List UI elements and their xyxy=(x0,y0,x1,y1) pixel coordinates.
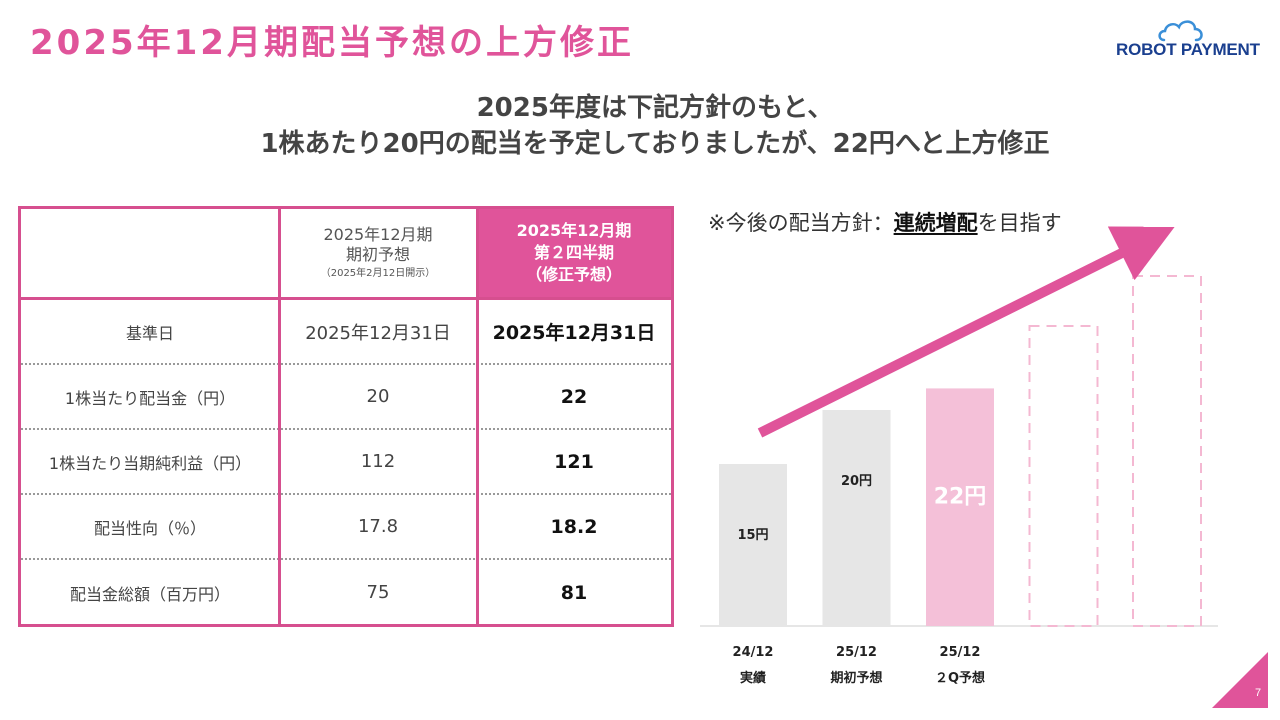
note-suffix: を目指す xyxy=(977,211,1062,235)
chart-bar xyxy=(822,410,891,626)
note-prefix: ※今後の配当方針： xyxy=(708,211,894,235)
trend-arrow xyxy=(757,226,1175,438)
subtitle-line-1: 2025年度は下記方針のもと、 xyxy=(476,93,834,123)
table-header-row: 2025年12月期 期初予想 （2025年2月12日開示） 2025年12月期 … xyxy=(21,209,671,300)
corner-triangle: 7 xyxy=(1212,652,1268,708)
header-revised-forecast: 2025年12月期 第２四半期 （修正予想） xyxy=(477,209,671,297)
row-label: 1株当たり配当金（円） xyxy=(64,388,236,408)
row-revised-value: 2025年12月31日 xyxy=(492,322,656,344)
table-row: 1株当たり当期純利益（円） 112 121 xyxy=(21,430,671,495)
chart-bar xyxy=(719,464,787,626)
x-tick-label: 25/12 xyxy=(940,645,981,660)
future-placeholder-bar xyxy=(1028,325,1099,627)
x-tick-label: 期初予想 xyxy=(830,670,882,686)
row-label: 基準日 xyxy=(125,323,174,343)
header-revised-line2: 第２四半期 xyxy=(533,243,614,262)
dividend-policy-note: ※今後の配当方針：連続増配を目指す xyxy=(708,207,1062,239)
row-initial-value: 20 xyxy=(366,386,390,407)
header-initial-line1: 2025年12月期 xyxy=(323,225,433,244)
header-revised-line1: 2025年12月期 xyxy=(516,221,632,240)
row-initial-value: 2025年12月31日 xyxy=(305,322,451,344)
table-row: 配当金総額（百万円） 75 81 xyxy=(21,560,671,625)
row-label: 配当金総額（百万円） xyxy=(69,584,230,604)
header-initial-disclosure: （2025年2月12日開示） xyxy=(320,268,436,279)
header-revised-line3: （修正予想） xyxy=(525,265,622,284)
bar-value-label: 15円 xyxy=(737,528,768,543)
row-initial-value: 112 xyxy=(360,451,396,472)
table-row: 1株当たり配当金（円） 20 22 xyxy=(21,365,671,430)
row-initial-value: 75 xyxy=(366,582,390,603)
future-placeholder-bar xyxy=(1132,275,1202,627)
bar-value-label: 22円 xyxy=(934,484,987,509)
row-revised-value: 121 xyxy=(554,450,594,473)
chart-bar xyxy=(926,388,994,626)
row-label: 1株当たり当期純利益（円） xyxy=(48,453,252,473)
row-label: 配当性向（％） xyxy=(93,518,206,538)
table-row: 配当性向（％） 17.8 18.2 xyxy=(21,495,671,560)
chart-svg: 15円 24/12 実績 20円 25/12 期初予想 22円 25/12 ２Q予想 xyxy=(700,226,1218,686)
header-initial-forecast: 2025年12月期 期初予想 （2025年2月12日開示） xyxy=(279,209,477,297)
company-logo: ROBOT PAYMENT xyxy=(1112,18,1260,64)
table-divider xyxy=(476,209,479,624)
header-empty-cell xyxy=(21,209,279,297)
x-tick-label: 24/12 xyxy=(733,645,774,660)
header-initial-line2: 期初予想 xyxy=(345,245,410,264)
page-number: 7 xyxy=(1255,687,1261,699)
dividend-bar-chart: 15円 24/12 実績 20円 25/12 期初予想 22円 25/12 ２Q予想 xyxy=(700,220,1240,700)
dividend-table: 2025年12月期 期初予想 （2025年2月12日開示） 2025年12月期 … xyxy=(18,206,674,627)
bar-value-label: 20円 xyxy=(841,474,872,489)
cloud-icon xyxy=(1158,20,1203,42)
x-tick-label: 実績 xyxy=(740,670,766,686)
row-initial-value: 17.8 xyxy=(357,516,399,537)
page-title: 2025年12月期配当予想の上方修正 xyxy=(30,23,634,63)
logo-text: ROBOT PAYMENT xyxy=(1116,40,1260,59)
subtitle-line-2: 1株あたり20円の配当を予定しておりましたが、22円へと上方修正 xyxy=(260,129,1050,159)
row-revised-value: 81 xyxy=(560,581,588,604)
table-row: 基準日 2025年12月31日 2025年12月31日 xyxy=(21,300,671,365)
x-tick-label: 25/12 xyxy=(836,645,877,660)
row-revised-value: 22 xyxy=(560,385,588,408)
note-emphasis: 連続増配 xyxy=(893,211,978,235)
row-revised-value: 18.2 xyxy=(550,515,598,538)
table-divider xyxy=(278,209,281,624)
x-tick-label: ２Q予想 xyxy=(935,670,985,686)
